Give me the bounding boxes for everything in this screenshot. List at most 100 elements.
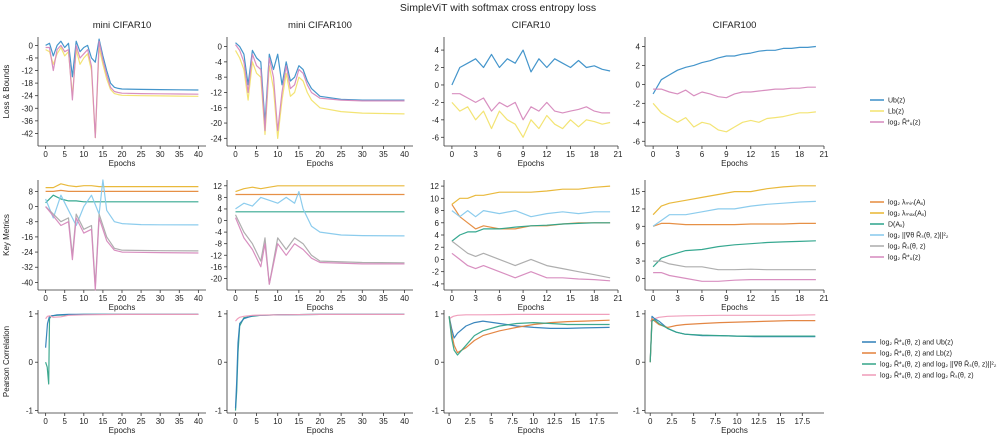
y-tick-label: 8 bbox=[435, 207, 440, 216]
x-tick-label: 5 bbox=[254, 150, 259, 159]
x-tick-label: 0 bbox=[450, 294, 455, 303]
x-tick-label: 15 bbox=[294, 294, 303, 303]
x-tick-label: 12.5 bbox=[547, 417, 563, 426]
x-tick-label: 40 bbox=[194, 294, 203, 303]
y-tick-label: -8 bbox=[215, 73, 223, 82]
series-line-gold bbox=[451, 185, 611, 205]
x-tick-label: 21 bbox=[614, 150, 623, 159]
panel-title: CIFAR100 bbox=[713, 20, 757, 31]
legend-label: Lb(z) bbox=[888, 109, 904, 116]
y-tick-label: -12 bbox=[21, 67, 33, 76]
y-tick-label: -6 bbox=[633, 137, 641, 146]
x-tick-label: 12 bbox=[542, 150, 551, 159]
y-tick-label: 9 bbox=[636, 222, 641, 231]
y-tick-label: -6 bbox=[432, 133, 440, 142]
y-tick-label: 8 bbox=[218, 193, 223, 202]
x-tick-label: 40 bbox=[400, 417, 409, 426]
y-tick-label: 0 bbox=[636, 274, 641, 283]
series-line-rblue bbox=[448, 316, 610, 339]
x-tick-label: 30 bbox=[358, 150, 367, 159]
x-tick-label: 15 bbox=[294, 417, 303, 426]
x-tick-label: 21 bbox=[614, 294, 623, 303]
x-tick-label: 20 bbox=[316, 417, 325, 426]
x-tick-label: 2.5 bbox=[666, 417, 678, 426]
legend-label: log₂ λₘᵢₙ(Aₓ) bbox=[888, 200, 925, 207]
y-tick-label: 10 bbox=[430, 194, 439, 203]
x-tick-label: 30 bbox=[358, 417, 367, 426]
series-line-pink bbox=[653, 272, 816, 282]
series-line-yellow bbox=[652, 102, 816, 133]
y-tick-label: 0 bbox=[636, 358, 641, 367]
x-tick-label: 20 bbox=[316, 150, 325, 159]
x-tick-label: 25 bbox=[337, 294, 346, 303]
legend-label: log₂ R̂*ᵤ(θ, z) and log₂ R̂ₛ(θ, z) bbox=[880, 371, 974, 379]
series-line-rgreen bbox=[649, 319, 816, 363]
x-tick-label: 3 bbox=[675, 294, 680, 303]
x-tick-label: 3 bbox=[473, 294, 478, 303]
y-tick-label: -12 bbox=[210, 88, 222, 97]
y-tick-label: 0 bbox=[218, 217, 223, 226]
x-tick-label: 25 bbox=[337, 150, 346, 159]
y-tick-label: 6 bbox=[636, 240, 641, 249]
x-tick-label: 25 bbox=[137, 294, 146, 303]
series-line-gold bbox=[652, 185, 816, 216]
x-tick-label: 9 bbox=[724, 294, 729, 303]
x-tick-label: 20 bbox=[118, 417, 127, 426]
series-line-rpink bbox=[45, 313, 199, 320]
x-tick-label: 15 bbox=[98, 417, 107, 426]
y-tick-label: -16 bbox=[21, 233, 33, 242]
x-tick-label: 20 bbox=[316, 294, 325, 303]
x-tick-label: 21 bbox=[820, 294, 829, 303]
y-tick-label: 0 bbox=[29, 203, 34, 212]
y-tick-label: -20 bbox=[210, 274, 222, 283]
panel-r1-c0: 0 5 10 15 20 25 30 35 40 8 0 -8 -16 -24 -32 -40 Epochs bbox=[21, 179, 206, 312]
legend-label: log₂ ||∇θ R̂ₛ(θ, z)||²₂ bbox=[888, 231, 949, 239]
series-line-blue bbox=[652, 45, 816, 95]
x-tick-label: 15 bbox=[98, 294, 107, 303]
panel-r1-c2: 0 3 6 9 12 15 18 21 12 10 8 6 4 2 0 -2 -4 Epochs bbox=[430, 180, 623, 312]
x-tick-label: 35 bbox=[379, 294, 388, 303]
x-axis-label: Epochs bbox=[307, 303, 334, 312]
x-tick-label: 40 bbox=[194, 417, 203, 426]
x-tick-label: 35 bbox=[175, 150, 184, 159]
series-line-cyan bbox=[451, 210, 611, 218]
x-tick-label: 30 bbox=[156, 150, 165, 159]
y-tick-label: -1 bbox=[633, 407, 641, 416]
y-tick-label: -16 bbox=[210, 263, 222, 272]
x-tick-label: 10 bbox=[273, 294, 282, 303]
row-ylabel: Loss & Bounds bbox=[2, 65, 11, 119]
y-tick-label: -20 bbox=[210, 119, 222, 128]
x-tick-label: 12 bbox=[542, 294, 551, 303]
x-tick-label: 18 bbox=[795, 150, 804, 159]
y-tick-label: -6 bbox=[26, 54, 34, 63]
x-tick-label: 5 bbox=[254, 294, 259, 303]
y-tick-label: -1 bbox=[215, 407, 223, 416]
x-tick-label: 17.5 bbox=[589, 417, 605, 426]
y-tick-label: 0 bbox=[29, 358, 34, 367]
x-tick-label: 30 bbox=[156, 417, 165, 426]
x-tick-label: 25 bbox=[337, 417, 346, 426]
x-tick-label: 35 bbox=[379, 417, 388, 426]
panel-r0-c1: 0 5 10 15 20 25 30 35 40 0 -4 -8 -12 -16 -20 -24 Epochs m… bbox=[210, 20, 413, 168]
series-line-pink bbox=[451, 93, 611, 121]
y-tick-label: 4 bbox=[636, 42, 641, 51]
y-tick-label: -2 bbox=[432, 98, 440, 107]
series-line-rpink bbox=[235, 313, 405, 322]
series-line-pink bbox=[235, 44, 405, 132]
y-tick-label: 12 bbox=[430, 182, 439, 191]
y-tick-label: 0 bbox=[435, 255, 440, 264]
series-line-yellow bbox=[234, 50, 405, 139]
x-tick-label: 0 bbox=[450, 150, 455, 159]
x-axis-label: Epochs bbox=[721, 426, 748, 435]
x-axis-label: Epochs bbox=[109, 303, 136, 312]
x-tick-label: 6 bbox=[700, 294, 705, 303]
x-tick-label: 20 bbox=[118, 150, 127, 159]
legend-row2: log₂ R̂*ᵤ(θ, z) and Ub(z) log₂ R̂*ᵤ(θ, z)… bbox=[862, 338, 997, 380]
x-tick-label: 6 bbox=[497, 150, 502, 159]
x-tick-label: 35 bbox=[379, 150, 388, 159]
y-tick-label: -32 bbox=[21, 263, 33, 272]
y-tick-label: -24 bbox=[21, 248, 33, 257]
series-line-rgreen bbox=[45, 313, 199, 385]
y-tick-label: 12 bbox=[213, 182, 222, 191]
y-tick-label: -42 bbox=[21, 129, 33, 138]
